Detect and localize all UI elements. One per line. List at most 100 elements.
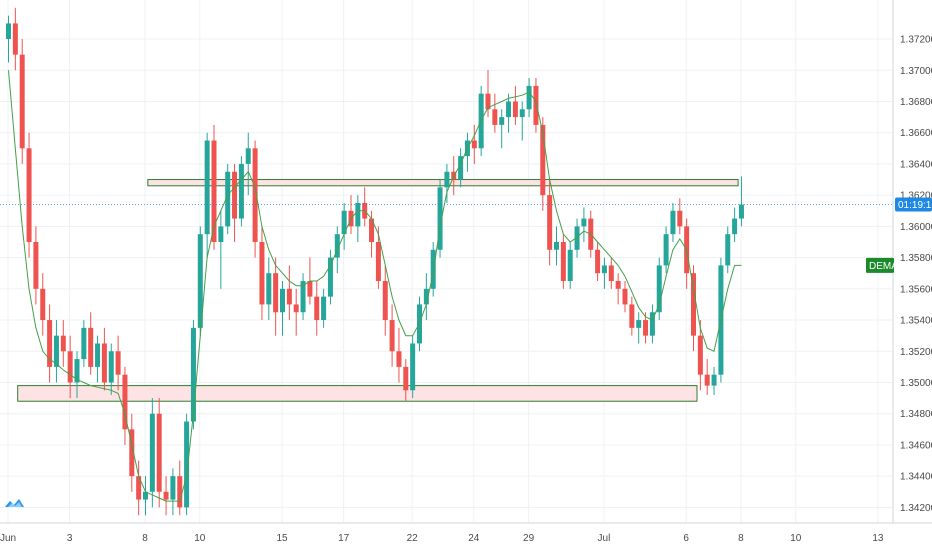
candle-body [670, 210, 676, 235]
x-tick-label: 10 [194, 533, 206, 544]
x-tick-label: 6 [683, 533, 689, 544]
candle-body [444, 171, 450, 188]
y-tick-label: 1.35600 [900, 284, 932, 295]
x-tick-label: 24 [468, 533, 480, 544]
candle-body [725, 234, 731, 266]
x-tick-label: 3 [67, 533, 73, 544]
candle-body [649, 312, 655, 336]
candle-body [382, 281, 388, 321]
candle-body [252, 148, 258, 242]
candle-body [540, 124, 546, 196]
x-tick-label: 22 [407, 533, 419, 544]
candle-body [67, 351, 73, 383]
x-tick-label: 17 [338, 533, 350, 544]
candle-body [396, 351, 402, 367]
y-tick-label: 1.34800 [900, 409, 932, 420]
candle-body [321, 296, 327, 321]
candle-body [458, 156, 464, 180]
candle-body [375, 241, 381, 282]
candle-body [499, 117, 505, 125]
candle-body [581, 218, 587, 227]
x-tick-label: 10 [790, 533, 802, 544]
support-resistance-zones[interactable] [17, 179, 739, 402]
candle-body [615, 281, 621, 289]
candle-body [314, 296, 320, 321]
candle-body [95, 343, 101, 367]
candle-body [53, 335, 59, 367]
candle-body [506, 101, 512, 118]
candle-body [369, 218, 375, 242]
candle-body [334, 234, 340, 258]
candle-body [204, 140, 210, 235]
candle-body [533, 85, 539, 125]
y-tick-label: 1.34600 [900, 440, 932, 451]
x-tick-label: Jun [0, 533, 16, 544]
y-tick-label: 1.36000 [900, 222, 932, 233]
candle-body [19, 54, 25, 149]
candle-body [33, 241, 39, 289]
candle-body [225, 171, 231, 227]
grid-lines [0, 0, 893, 523]
price-zone[interactable] [147, 179, 739, 187]
candle-body [143, 491, 148, 500]
candle-body [410, 343, 416, 391]
candle-body [26, 148, 32, 242]
candle-body [656, 265, 662, 313]
candle-body [273, 273, 279, 313]
candle-body [554, 241, 559, 250]
candle-body [389, 320, 395, 352]
candle-body [129, 429, 135, 477]
x-tick-label: 29 [523, 533, 535, 544]
candle-body [101, 343, 107, 383]
candle-body [232, 171, 238, 219]
candle-body [211, 140, 217, 242]
candle-body [711, 374, 717, 386]
candle-body [704, 374, 710, 386]
candle-body [663, 234, 669, 266]
candle-body [574, 226, 580, 250]
candle-body [245, 148, 251, 164]
candle-body [560, 241, 566, 282]
candle-body [341, 210, 347, 235]
candle-body [170, 476, 176, 500]
candle-body [697, 335, 703, 375]
candle-body [6, 23, 11, 40]
candle-body [12, 23, 18, 55]
candle-body [136, 476, 142, 500]
y-tick-label: 1.35200 [900, 347, 932, 358]
candle-body [238, 163, 244, 219]
candle-body [738, 204, 744, 219]
price-zone[interactable] [17, 385, 698, 402]
dema-tag-bg [866, 257, 894, 273]
x-tick-label: 13 [872, 533, 884, 544]
y-tick-label: 1.35400 [900, 316, 932, 327]
y-tick-label: 1.36200 [900, 191, 932, 202]
price-axis[interactable]: 1.37200 1.37000 1.36800 1.36600 1.36400 1.362… [900, 35, 932, 514]
candle-body [601, 265, 607, 274]
candle-body [519, 109, 525, 118]
candle-body [643, 320, 649, 336]
candle-body [492, 109, 498, 125]
candle-body [149, 413, 155, 492]
current-price-tag: 01:19:18 [895, 197, 932, 212]
candle-body [122, 374, 128, 430]
candles [6, 7, 744, 516]
candle-body [300, 281, 306, 313]
current-price-label: 01:19:18 [898, 200, 932, 211]
candle-body [286, 288, 292, 305]
candle-body [608, 265, 614, 282]
y-tick-label: 1.36600 [900, 128, 932, 139]
candle-body [512, 101, 518, 118]
candle-body [108, 351, 114, 383]
tradingview-logo-icon[interactable] [5, 499, 24, 507]
candle-body [423, 288, 429, 305]
candle-body [218, 226, 224, 242]
time-axis[interactable]: Jun 3 8 10 15 17 22 24 29 Jul 6 8 10 13 [0, 533, 884, 544]
candle-body [163, 491, 169, 500]
candle-body [403, 366, 409, 391]
candle-body [636, 320, 642, 328]
candle-body [115, 351, 121, 375]
x-tick-label: 15 [276, 533, 288, 544]
y-tick-label: 1.35000 [900, 378, 932, 389]
candle-body [197, 234, 203, 328]
